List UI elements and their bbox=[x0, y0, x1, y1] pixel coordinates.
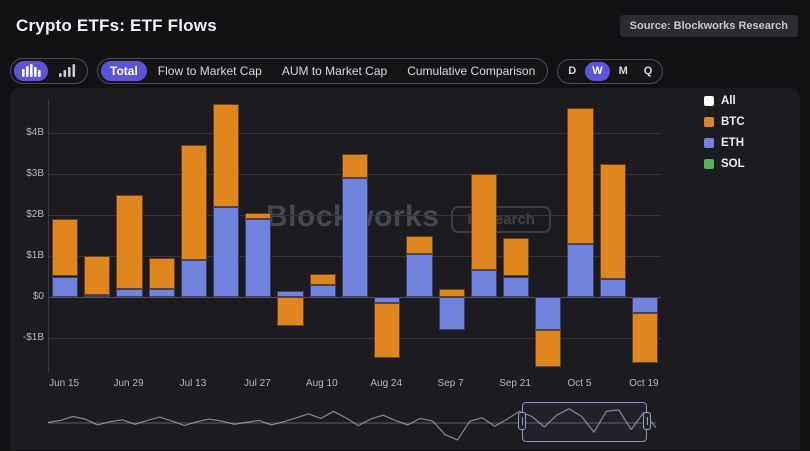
bar-segment-eth-aug-31[interactable] bbox=[406, 253, 433, 297]
view-tab-total[interactable]: Total bbox=[101, 61, 147, 81]
bar-segment-eth-sep-28[interactable] bbox=[535, 297, 562, 330]
bar-segment-eth-oct-12[interactable] bbox=[599, 278, 626, 297]
stacked-bar-chart-icon bbox=[22, 64, 41, 77]
x-axis-label-jun-29: Jun 29 bbox=[113, 378, 144, 389]
y-axis-label: $1B bbox=[26, 250, 44, 261]
bar-segment-eth-sep-14[interactable] bbox=[470, 270, 497, 297]
legend-item-eth[interactable]: ETH bbox=[704, 137, 745, 149]
x-axis-label-oct-19: Oct 19 bbox=[629, 378, 659, 389]
flows-bar-chart bbox=[48, 100, 661, 372]
view-tabs-group: Total Flow to Market Cap AUM to Market Cap… bbox=[97, 58, 549, 84]
bar-segment-btc-sep-7[interactable] bbox=[438, 288, 465, 297]
period-tab-w[interactable]: W bbox=[585, 61, 610, 81]
chart-panel: Blockworks Research $4B$3B$2B$1B$0-$1B J… bbox=[10, 88, 800, 450]
navigator-selection-window[interactable] bbox=[522, 402, 647, 442]
chart-legend: All BTC ETH SOL bbox=[704, 95, 745, 170]
bar-segment-btc-sep-28[interactable] bbox=[535, 329, 562, 367]
x-axis-label-aug-24: Aug 24 bbox=[370, 378, 403, 389]
bar-segment-eth-aug-3[interactable] bbox=[277, 290, 304, 297]
y-axis-label: $0 bbox=[32, 291, 44, 302]
gridline-$0 bbox=[49, 297, 661, 298]
view-tab-flow-to-market-cap[interactable]: Flow to Market Cap bbox=[149, 61, 271, 81]
grouped-bar-chart-icon bbox=[59, 64, 76, 77]
legend-item-all[interactable]: All bbox=[704, 95, 745, 107]
bar-segment-btc-aug-31[interactable] bbox=[406, 235, 433, 254]
legend-item-btc[interactable]: BTC bbox=[704, 116, 745, 128]
view-tab-aum-to-market-cap[interactable]: AUM to Market Cap bbox=[273, 61, 396, 81]
stacked-bar-chart-button[interactable] bbox=[14, 61, 48, 81]
bar-segment-eth-sep-7[interactable] bbox=[438, 297, 465, 330]
bar-segment-btc-aug-17[interactable] bbox=[341, 153, 369, 179]
legend-swatch-eth bbox=[704, 138, 714, 148]
x-axis-label-jul-13: Jul 13 bbox=[179, 378, 207, 389]
bar-segment-btc-oct-12[interactable] bbox=[599, 163, 626, 279]
bar-segment-btc-jun-15[interactable] bbox=[52, 219, 79, 277]
bar-segment-eth-jun-15[interactable] bbox=[52, 276, 79, 297]
navigator-sparkline bbox=[47, 408, 657, 441]
y-axis-label: $3B bbox=[26, 168, 44, 179]
legend-label: SOL bbox=[721, 158, 745, 170]
legend-label: BTC bbox=[721, 116, 745, 128]
bar-segment-btc-aug-10[interactable] bbox=[309, 274, 336, 285]
period-tab-d[interactable]: D bbox=[561, 62, 583, 81]
bar-segment-btc-sep-21[interactable] bbox=[502, 237, 530, 277]
x-axis-label-jun-15: Jun 15 bbox=[49, 378, 80, 389]
view-tab-cumulative-comparison[interactable]: Cumulative Comparison bbox=[398, 61, 544, 81]
bar-segment-eth-jul-13[interactable] bbox=[180, 260, 208, 297]
source-badge: Source: Blockworks Research bbox=[619, 15, 798, 37]
chart-type-group bbox=[10, 58, 88, 84]
bar-segment-eth-jul-27[interactable] bbox=[245, 219, 272, 297]
grouped-bar-chart-button[interactable] bbox=[50, 61, 84, 81]
bar-segment-btc-oct-19[interactable] bbox=[631, 313, 658, 363]
bar-segment-eth-aug-17[interactable] bbox=[341, 178, 369, 297]
y-axis-label: -$1B bbox=[22, 332, 44, 343]
navigator-left-handle[interactable] bbox=[518, 412, 527, 430]
bar-segment-eth-aug-10[interactable] bbox=[309, 284, 336, 297]
legend-swatch-sol bbox=[704, 159, 714, 169]
bar-segment-btc-jul-6[interactable] bbox=[148, 258, 175, 289]
bar-segment-eth-jun-22[interactable] bbox=[84, 294, 111, 297]
legend-swatch-all bbox=[704, 96, 714, 106]
x-axis-label-sep-7: Sep 7 bbox=[437, 378, 464, 389]
page-title: Crypto ETFs: ETF Flows bbox=[16, 16, 217, 35]
navigator-right-handle[interactable] bbox=[642, 412, 651, 430]
bar-segment-btc-oct-5[interactable] bbox=[567, 108, 594, 244]
gridline-$4B bbox=[49, 133, 661, 134]
legend-item-sol[interactable]: SOL bbox=[704, 158, 745, 170]
bar-segment-eth-jul-20[interactable] bbox=[213, 206, 240, 297]
legend-label: ETH bbox=[721, 137, 744, 149]
bar-segment-btc-jul-20[interactable] bbox=[213, 104, 240, 207]
legend-label: All bbox=[721, 95, 736, 107]
legend-swatch-btc bbox=[704, 117, 714, 127]
gridline--$1B bbox=[49, 338, 661, 339]
bar-segment-btc-jun-29[interactable] bbox=[116, 194, 143, 289]
x-axis-label-aug-10: Aug 10 bbox=[305, 378, 338, 389]
bar-segment-btc-jul-27[interactable] bbox=[245, 212, 272, 220]
bar-segment-eth-aug-24[interactable] bbox=[374, 297, 401, 304]
bar-segment-eth-jun-29[interactable] bbox=[116, 288, 143, 297]
y-axis-label: $4B bbox=[26, 127, 44, 138]
bar-segment-btc-aug-24[interactable] bbox=[374, 303, 401, 359]
range-navigator[interactable] bbox=[47, 400, 657, 446]
bar-segment-btc-sep-14[interactable] bbox=[470, 174, 497, 271]
x-axis-label-oct-5: Oct 5 bbox=[567, 378, 592, 389]
toolbar: Total Flow to Market Cap AUM to Market Cap… bbox=[10, 58, 664, 84]
x-axis-label-sep-21: Sep 21 bbox=[499, 378, 531, 389]
bar-segment-eth-oct-5[interactable] bbox=[567, 243, 594, 297]
bar-segment-eth-oct-19[interactable] bbox=[631, 297, 658, 314]
bar-segment-eth-jul-6[interactable] bbox=[148, 288, 175, 297]
bar-segment-btc-jun-22[interactable] bbox=[84, 256, 111, 295]
bar-segment-eth-sep-21[interactable] bbox=[502, 276, 530, 297]
y-axis-label: $2B bbox=[26, 209, 44, 220]
bar-segment-btc-jul-13[interactable] bbox=[180, 145, 208, 261]
period-tab-m[interactable]: M bbox=[612, 62, 635, 81]
period-tab-q[interactable]: Q bbox=[637, 62, 660, 81]
x-axis-label-jul-27: Jul 27 bbox=[244, 378, 271, 389]
bar-segment-btc-aug-3[interactable] bbox=[277, 297, 304, 326]
